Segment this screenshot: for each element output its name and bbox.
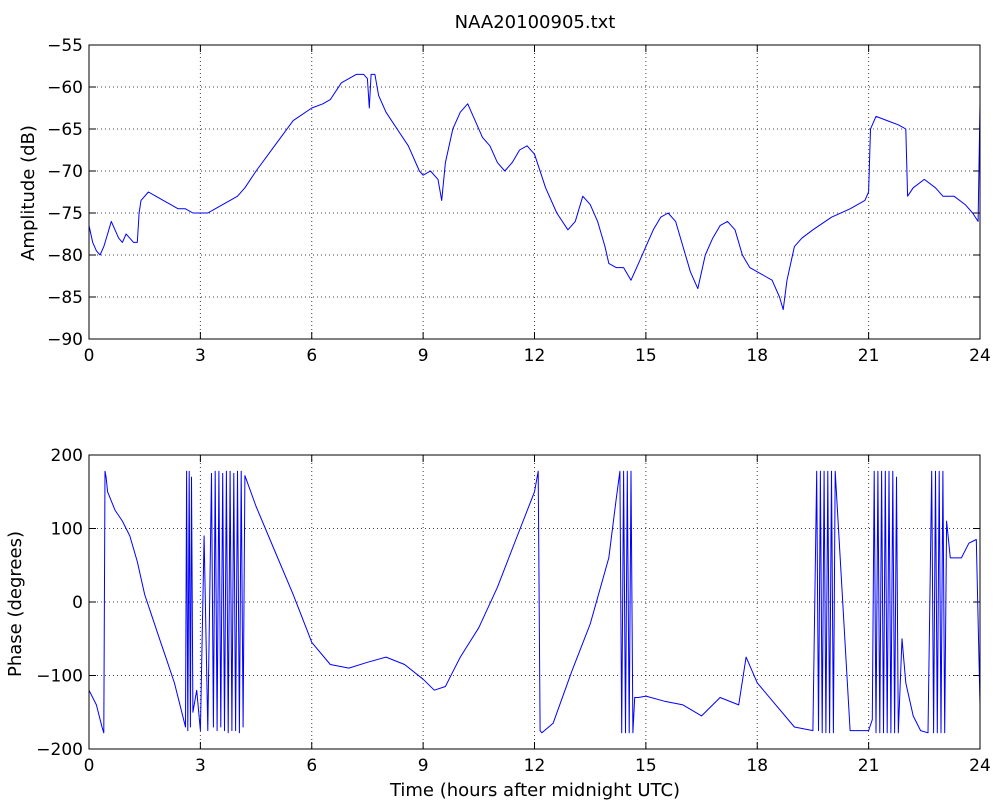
- chart-title: NAA20100905.txt: [455, 12, 616, 33]
- phase-x-tick-label: 21: [858, 756, 880, 776]
- phase-x-tick-label: 3: [195, 756, 206, 776]
- amplitude-y-tick-label: −80: [47, 246, 83, 266]
- amplitude-x-tick-label: 18: [746, 346, 768, 366]
- phase-xlabel: Time (hours after midnight UTC): [389, 780, 680, 801]
- phase-y-tick-label: −200: [36, 740, 83, 760]
- phase-x-tick-label: 12: [524, 756, 546, 776]
- amplitude-y-tick-labels: −90 −85 −80 −75 −70 −65 −60 −55: [47, 36, 83, 350]
- amplitude-series-line: [88, 73, 981, 311]
- amplitude-axes-frame: [88, 44, 981, 340]
- amplitude-x-tick-label: 9: [418, 346, 429, 366]
- amplitude-y-tick-label: −85: [47, 288, 83, 308]
- phase-axes-frame: [88, 454, 981, 750]
- phase-y-tick-label: 200: [51, 446, 83, 466]
- amplitude-y-tick-label: −55: [47, 36, 83, 56]
- amplitude-ylabel: Amplitude (dB): [18, 125, 39, 261]
- phase-y-tick-label: 0: [72, 593, 83, 613]
- phase-x-tick-label: 6: [306, 756, 317, 776]
- phase-x-tick-label: 0: [84, 756, 95, 776]
- phase-axes: Time (hours after midnight UTC) Phase (d…: [5, 446, 991, 801]
- amplitude-x-tick-labels: 0 3 6 9 12 15 18 21 24: [84, 346, 991, 366]
- phase-ylabel: Phase (degrees): [5, 531, 26, 677]
- amplitude-y-tick-label: −65: [47, 120, 83, 140]
- amplitude-x-tick-label: 0: [84, 346, 95, 366]
- phase-x-tick-label: 18: [746, 756, 768, 776]
- phase-y-tick-label: −100: [36, 667, 83, 687]
- amplitude-x-tick-label: 6: [306, 346, 317, 366]
- amplitude-y-tick-label: −70: [47, 162, 83, 182]
- amplitude-x-tick-label: 21: [858, 346, 880, 366]
- amplitude-x-tick-label: 3: [195, 346, 206, 366]
- phase-x-tick-label: 24: [969, 756, 991, 776]
- amplitude-x-tick-label: 24: [969, 346, 991, 366]
- phase-y-tick-label: 100: [51, 520, 83, 540]
- amplitude-y-tick-label: −90: [47, 330, 83, 350]
- phase-x-tick-label: 9: [418, 756, 429, 776]
- phase-series-line: [88, 470, 981, 734]
- amplitude-y-tick-label: −60: [47, 78, 83, 98]
- phase-x-tick-labels: 0 3 6 9 12 15 18 21 24: [84, 756, 991, 776]
- amplitude-y-tick-label: −75: [47, 204, 83, 224]
- amplitude-grid: [89, 45, 980, 339]
- phase-x-tick-label: 15: [635, 756, 657, 776]
- amplitude-x-tick-label: 15: [635, 346, 657, 366]
- amplitude-axes: NAA20100905.txt Amplitude (dB) 0 3 6 9 1…: [18, 12, 991, 366]
- amplitude-x-tick-label: 12: [524, 346, 546, 366]
- phase-y-tick-labels: −200 −100 0 100 200: [36, 446, 83, 760]
